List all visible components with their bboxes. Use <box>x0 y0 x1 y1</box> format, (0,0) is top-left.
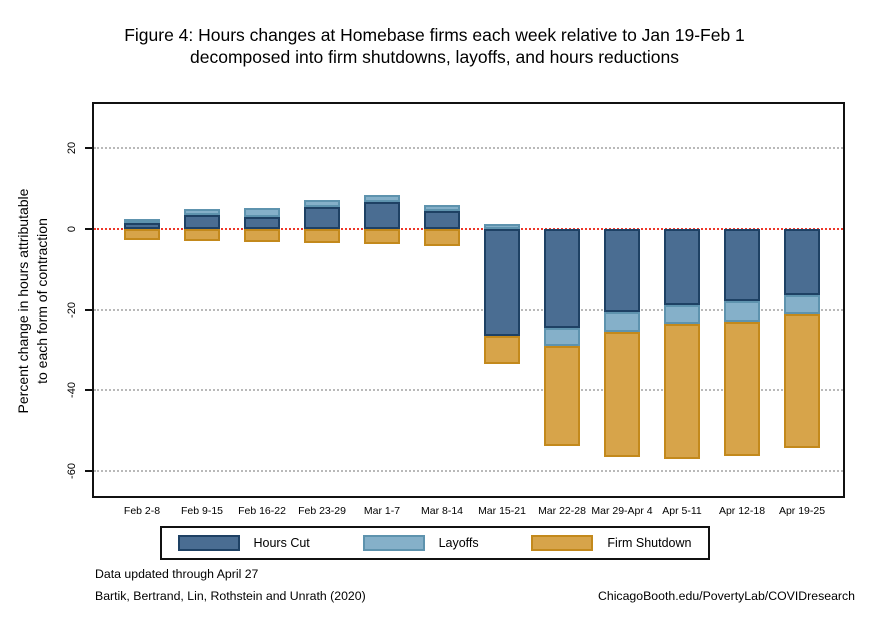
bar-segment-firm_shutdown <box>124 228 160 240</box>
bar-segment-layoffs <box>604 311 640 332</box>
bar-segment-firm_shutdown <box>364 228 400 245</box>
x-axis-label: Feb 23-29 <box>298 505 346 517</box>
chart-title-line2: decomposed into firm shutdowns, layoffs,… <box>190 47 679 67</box>
y-tick-label: 20 <box>66 141 78 155</box>
y-tick-label: 0 <box>66 225 78 232</box>
bar-segment-hours_cut <box>124 223 160 229</box>
bar-segment-layoffs <box>244 207 280 217</box>
bar-segment-hours_cut <box>784 228 820 296</box>
x-axis-label: Apr 19-25 <box>778 505 826 517</box>
bar-segment-layoffs <box>784 295 820 314</box>
x-axis-label: Mar 29-Apr 4 <box>591 505 653 517</box>
x-axis-label: Apr 12-18 <box>718 505 766 517</box>
bar-segment-layoffs <box>484 223 520 229</box>
bar-segment-firm_shutdown <box>604 331 640 457</box>
bar-segment-firm_shutdown <box>184 228 220 241</box>
chart-title-line1: Figure 4: Hours changes at Homebase firm… <box>124 25 745 45</box>
bar-segment-firm_shutdown <box>424 228 460 247</box>
plot-area <box>92 102 845 498</box>
x-axis-label: Feb 16-22 <box>238 505 286 517</box>
bar-segment-hours_cut <box>664 228 700 306</box>
bar-segment-layoffs <box>664 305 700 325</box>
legend-label-hours_cut: Hours Cut <box>253 536 310 550</box>
y-axis-tick <box>85 470 92 473</box>
bar-segment-firm_shutdown <box>544 345 580 447</box>
bar-segment-hours_cut <box>484 228 520 336</box>
x-axis-label: Feb 2-8 <box>123 505 161 517</box>
x-axis-label: Mar 1-7 <box>363 505 401 517</box>
y-tick-label: -20 <box>66 301 78 318</box>
y-axis-title: Percent change in hours attributable to … <box>14 104 54 498</box>
footer-citation: Bartik, Bertrand, Lin, Rothstein and Unr… <box>95 589 366 603</box>
bar-segment-layoffs <box>544 327 580 346</box>
footer-data-note: Data updated through April 27 <box>95 567 259 581</box>
bar-segment-hours_cut <box>424 210 460 229</box>
gridline--20 <box>94 308 843 311</box>
legend-swatch-firm_shutdown <box>531 535 594 551</box>
y-tick-label: -60 <box>66 463 78 480</box>
bar-segment-layoffs <box>304 200 340 208</box>
zero-gridline <box>94 227 843 230</box>
bar-segment-hours_cut <box>724 228 760 302</box>
bar-segment-hours_cut <box>184 214 220 229</box>
bar-segment-hours_cut <box>604 228 640 312</box>
bar-segment-hours_cut <box>364 202 400 229</box>
bar-segment-layoffs <box>724 301 760 322</box>
gridline--40 <box>94 389 843 392</box>
bar-segment-hours_cut <box>304 207 340 229</box>
x-axis-label: Mar 15-21 <box>478 505 526 517</box>
y-tick-label: -40 <box>66 382 78 399</box>
x-axis-label: Feb 9-15 <box>180 505 224 517</box>
x-axis-label: Apr 5-11 <box>662 505 702 517</box>
y-axis-tick <box>85 146 92 149</box>
bar-segment-firm_shutdown <box>244 228 280 242</box>
bar-segment-firm_shutdown <box>304 228 340 244</box>
y-axis-title-line2: to each form of contraction <box>34 218 50 384</box>
y-axis-title-line1: Percent change in hours attributable <box>15 188 31 414</box>
bar-segment-firm_shutdown <box>724 321 760 457</box>
legend-label-firm_shutdown: Firm Shutdown <box>607 536 692 550</box>
y-axis-tick <box>85 308 92 311</box>
footer-url: ChicagoBooth.edu/PovertyLab/COVIDresearc… <box>597 589 855 603</box>
y-axis-tick <box>85 227 92 230</box>
legend-swatch-hours_cut <box>177 535 240 551</box>
legend-label-layoffs: Layoffs <box>438 536 479 550</box>
bar-segment-layoffs <box>424 204 460 211</box>
bar-segment-hours_cut <box>544 228 580 328</box>
y-axis-tick <box>85 389 92 392</box>
bar-segment-firm_shutdown <box>484 335 520 365</box>
legend-box: Hours Cut Layoffs Firm Shutdown <box>159 526 710 560</box>
bar-segment-layoffs <box>184 209 220 215</box>
bar-segment-layoffs <box>364 195 400 203</box>
gridline-20 <box>94 146 843 149</box>
legend-swatch-layoffs <box>362 535 425 551</box>
bar-segment-layoffs <box>124 219 160 224</box>
bar-segment-hours_cut <box>244 216 280 229</box>
x-axis-label: Mar 8-14 <box>420 505 463 517</box>
gridline--60 <box>94 470 843 473</box>
legend-item-hours_cut: Hours Cut <box>177 535 310 551</box>
legend-item-firm_shutdown: Firm Shutdown <box>531 535 691 551</box>
x-axis-label: Mar 22-28 <box>538 505 586 517</box>
bar-segment-firm_shutdown <box>784 313 820 449</box>
chart-title: Figure 4: Hours changes at Homebase firm… <box>0 24 869 68</box>
legend-item-layoffs: Layoffs <box>362 535 479 551</box>
bar-segment-firm_shutdown <box>664 324 700 459</box>
